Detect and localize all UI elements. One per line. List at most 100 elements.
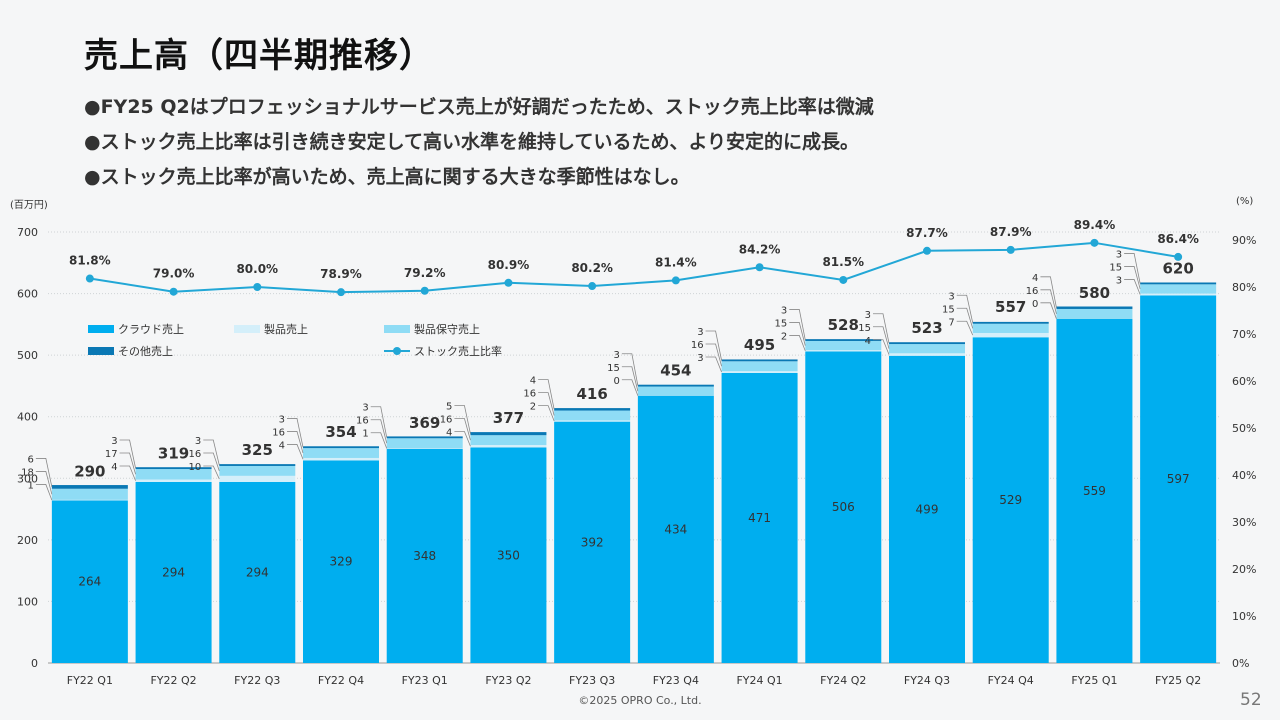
ratio-value-label: 87.9% — [990, 225, 1032, 239]
segment-value-label: 15 — [607, 363, 620, 374]
ratio-point — [85, 274, 94, 283]
bar-segment-other — [1140, 282, 1217, 285]
leader-line — [1124, 266, 1141, 290]
copyright-footer: ©2025 OPRO Co., Ltd. — [578, 694, 702, 707]
y-left-tick-label: 300 — [17, 472, 38, 485]
bar-segment-other — [554, 408, 631, 411]
bar-segment-cloud — [889, 355, 965, 663]
bar-segment-other — [637, 384, 714, 387]
x-category-label: FY22 Q2 — [150, 674, 196, 687]
right-axis-unit: (%) — [1236, 196, 1254, 207]
leader-line — [287, 418, 304, 448]
x-category-label: FY23 Q2 — [485, 674, 531, 687]
bar-segment-cloud — [637, 395, 714, 663]
ratio-value-label: 87.7% — [906, 226, 948, 240]
bar-segment-other — [889, 342, 965, 345]
total-label: 325 — [242, 441, 273, 459]
segment-value-label: 5 — [446, 402, 452, 413]
leader-line — [1124, 253, 1141, 284]
segment-value-label: 7 — [948, 317, 954, 328]
leader-line — [705, 356, 722, 373]
segment-value-label: 15 — [942, 304, 955, 315]
segment-value-label: 0 — [613, 376, 619, 387]
x-category-label: FY24 Q1 — [736, 674, 782, 687]
y-right-tick-label: 30% — [1232, 516, 1256, 529]
y-right-tick-label: 60% — [1232, 375, 1256, 388]
leader-line — [538, 379, 555, 410]
bar-segment-maintenance — [219, 465, 296, 476]
bar-segment-cloud — [972, 337, 1049, 663]
ratio-point — [337, 288, 345, 297]
bar-segment-other — [805, 339, 882, 341]
leader-line — [35, 484, 53, 501]
ratio-point — [671, 276, 680, 285]
segment-value-label: 4 — [446, 428, 452, 439]
bar-segment-cloud — [470, 447, 547, 663]
bar-segment-product — [554, 420, 631, 422]
total-label: 523 — [911, 319, 942, 337]
total-label: 620 — [1162, 259, 1193, 277]
total-label: 354 — [325, 423, 356, 441]
bar-segment-product — [470, 445, 547, 448]
segment-value-label: 3 — [781, 305, 787, 316]
segment-value-label: 3 — [697, 353, 703, 364]
bar-segment-other — [386, 436, 463, 439]
leader-line — [370, 406, 388, 438]
ratio-point — [588, 282, 597, 291]
x-category-label: FY22 Q4 — [318, 674, 364, 687]
leader-line — [454, 418, 471, 441]
bar-segment-cloud — [1056, 318, 1133, 663]
y-left-tick-label: 600 — [17, 288, 38, 301]
leader-line — [538, 405, 555, 422]
segment-value-label: 1 — [362, 429, 368, 440]
legend-swatch — [384, 325, 410, 333]
leader-line — [1040, 289, 1057, 314]
legend-item-product: 製品売上 — [234, 321, 308, 337]
segment-value-label: 3 — [195, 436, 201, 447]
cloud-value-label: 559 — [1083, 484, 1106, 498]
leader-line — [203, 452, 220, 472]
bar-segment-maintenance — [889, 344, 965, 354]
cloud-value-label: 471 — [748, 511, 771, 525]
ratio-value-label: 80.2% — [571, 261, 613, 275]
bar-segment-product — [135, 479, 212, 482]
cloud-value-label: 434 — [664, 522, 687, 536]
segment-value-label: 4 — [1032, 273, 1038, 284]
ratio-value-label: 86.4% — [1157, 232, 1199, 246]
leader-line — [705, 330, 722, 361]
bar-segment-other — [972, 321, 1049, 324]
bar-segment-product — [386, 448, 463, 449]
legend-label: ストック売上比率 — [414, 345, 502, 358]
segment-value-label: 16 — [272, 427, 285, 438]
ratio-point — [839, 275, 848, 284]
legend-label: 製品売上 — [264, 323, 308, 336]
leader-line — [1124, 279, 1141, 295]
cloud-value-label: 597 — [1167, 472, 1190, 486]
total-label: 369 — [409, 414, 440, 432]
total-label: 454 — [660, 361, 691, 379]
leader-line — [370, 432, 388, 449]
bar-segment-other — [219, 464, 296, 466]
cloud-value-label: 529 — [999, 493, 1022, 507]
bar-segment-maintenance — [721, 361, 798, 372]
bar-segment-cloud — [219, 481, 296, 663]
total-label: 377 — [493, 409, 524, 427]
bar-segment-maintenance — [470, 435, 547, 446]
bar-segment-maintenance — [135, 469, 212, 480]
ratio-point — [755, 263, 764, 272]
bar-segment-cloud — [554, 421, 631, 663]
cloud-value-label: 329 — [330, 555, 353, 569]
segment-value-label: 3 — [697, 327, 703, 338]
leader-line — [873, 326, 890, 349]
leader-line — [789, 322, 806, 346]
segment-value-label: 18 — [21, 467, 34, 478]
legend-swatch — [88, 325, 114, 333]
y-right-tick-label: 20% — [1232, 563, 1256, 576]
x-category-label: FY22 Q1 — [67, 674, 113, 687]
cloud-value-label: 294 — [246, 565, 269, 579]
bar-segment-product — [805, 350, 882, 352]
ratio-point — [923, 246, 931, 255]
total-label: 290 — [74, 462, 105, 480]
y-right-tick-label: 90% — [1232, 234, 1256, 247]
segment-value-label: 16 — [356, 416, 369, 427]
